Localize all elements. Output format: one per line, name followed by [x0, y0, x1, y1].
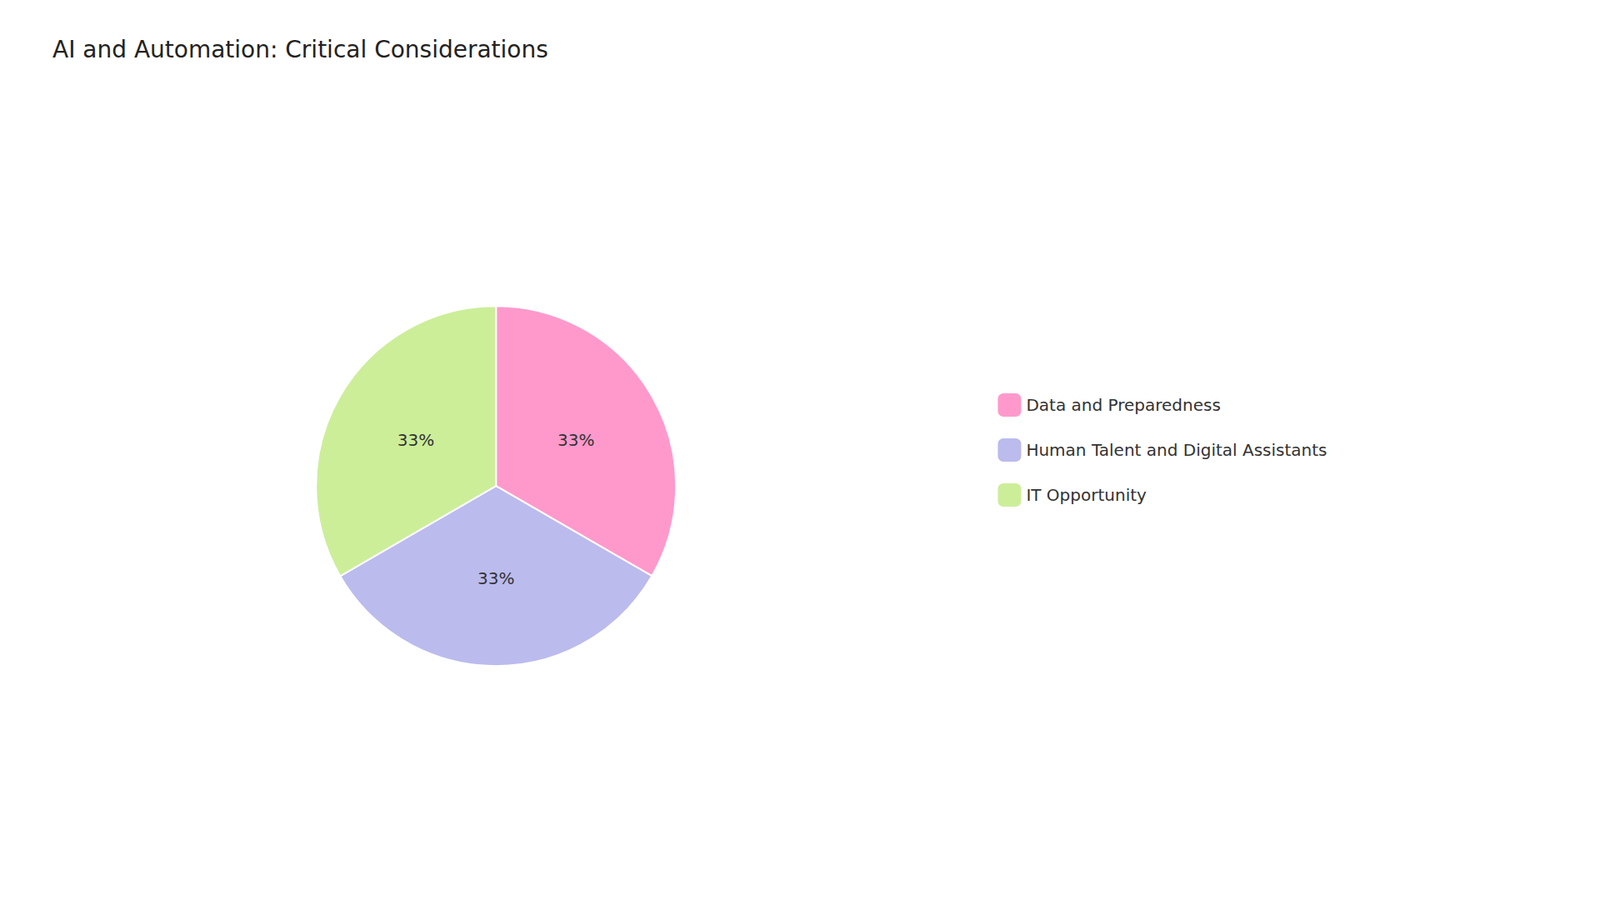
svg-text:33%: 33% — [397, 430, 435, 450]
svg-text:AI and Automation: Critical Co: AI and Automation: Critical Consideratio… — [52, 35, 549, 64]
svg-text:IT Opportunity: IT Opportunity — [1025, 485, 1147, 505]
svg-text:33%: 33% — [477, 568, 515, 589]
svg-text:Data and Preparedness: Data and Preparedness — [1025, 395, 1220, 415]
svg-text:Human Talent and Digital Assis: Human Talent and Digital Assistants — [1025, 440, 1327, 460]
svg-text:33%: 33% — [557, 430, 595, 450]
